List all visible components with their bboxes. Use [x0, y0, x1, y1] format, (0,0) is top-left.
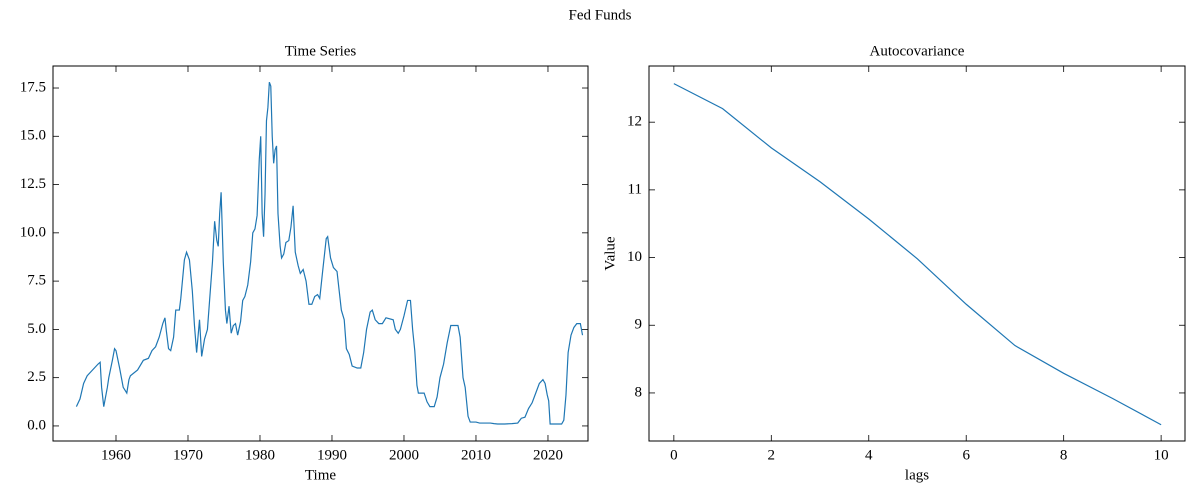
x-tick-label: 8 [1060, 447, 1068, 463]
y-tick-label: 10.0 [20, 224, 46, 240]
y-tick-label: 9 [635, 317, 643, 333]
y-axis-label: Value [602, 236, 618, 270]
x-tick-label: 2010 [461, 447, 491, 463]
y-tick-label: 5.0 [27, 321, 46, 337]
y-tick-label: 17.5 [20, 79, 46, 95]
x-tick-label: 1960 [101, 447, 131, 463]
x-tick-label: 4 [865, 447, 873, 463]
plot-title: Time Series [285, 43, 357, 59]
plot-frame [52, 65, 589, 442]
y-tick-label: 0.0 [27, 417, 46, 433]
line-series [75, 82, 584, 425]
x-tick-label: 1990 [317, 447, 347, 463]
x-tick-label: 0 [670, 447, 678, 463]
x-tick-label: 1970 [173, 447, 203, 463]
x-axis-label: Time [305, 467, 336, 483]
plot-frame [648, 65, 1186, 442]
line-series [673, 83, 1162, 426]
y-tick-label: 8 [635, 384, 643, 400]
y-tick-label: 10 [627, 249, 642, 265]
plot-title: Autocovariance [870, 43, 965, 59]
y-tick-label: 12 [627, 114, 642, 130]
figure-title: Fed Funds [569, 7, 632, 23]
x-tick-label: 2020 [533, 447, 563, 463]
x-tick-label: 10 [1154, 447, 1169, 463]
x-tick-label: 6 [962, 447, 970, 463]
y-tick-label: 7.5 [27, 273, 46, 289]
x-tick-label: 1980 [245, 447, 275, 463]
y-tick-label: 11 [628, 181, 642, 197]
y-tick-label: 12.5 [20, 176, 46, 192]
x-axis-label: lags [905, 467, 929, 483]
x-tick-label: 2000 [389, 447, 419, 463]
x-tick-label: 2 [768, 447, 776, 463]
y-tick-label: 15.0 [20, 128, 46, 144]
y-tick-label: 2.5 [27, 369, 46, 385]
